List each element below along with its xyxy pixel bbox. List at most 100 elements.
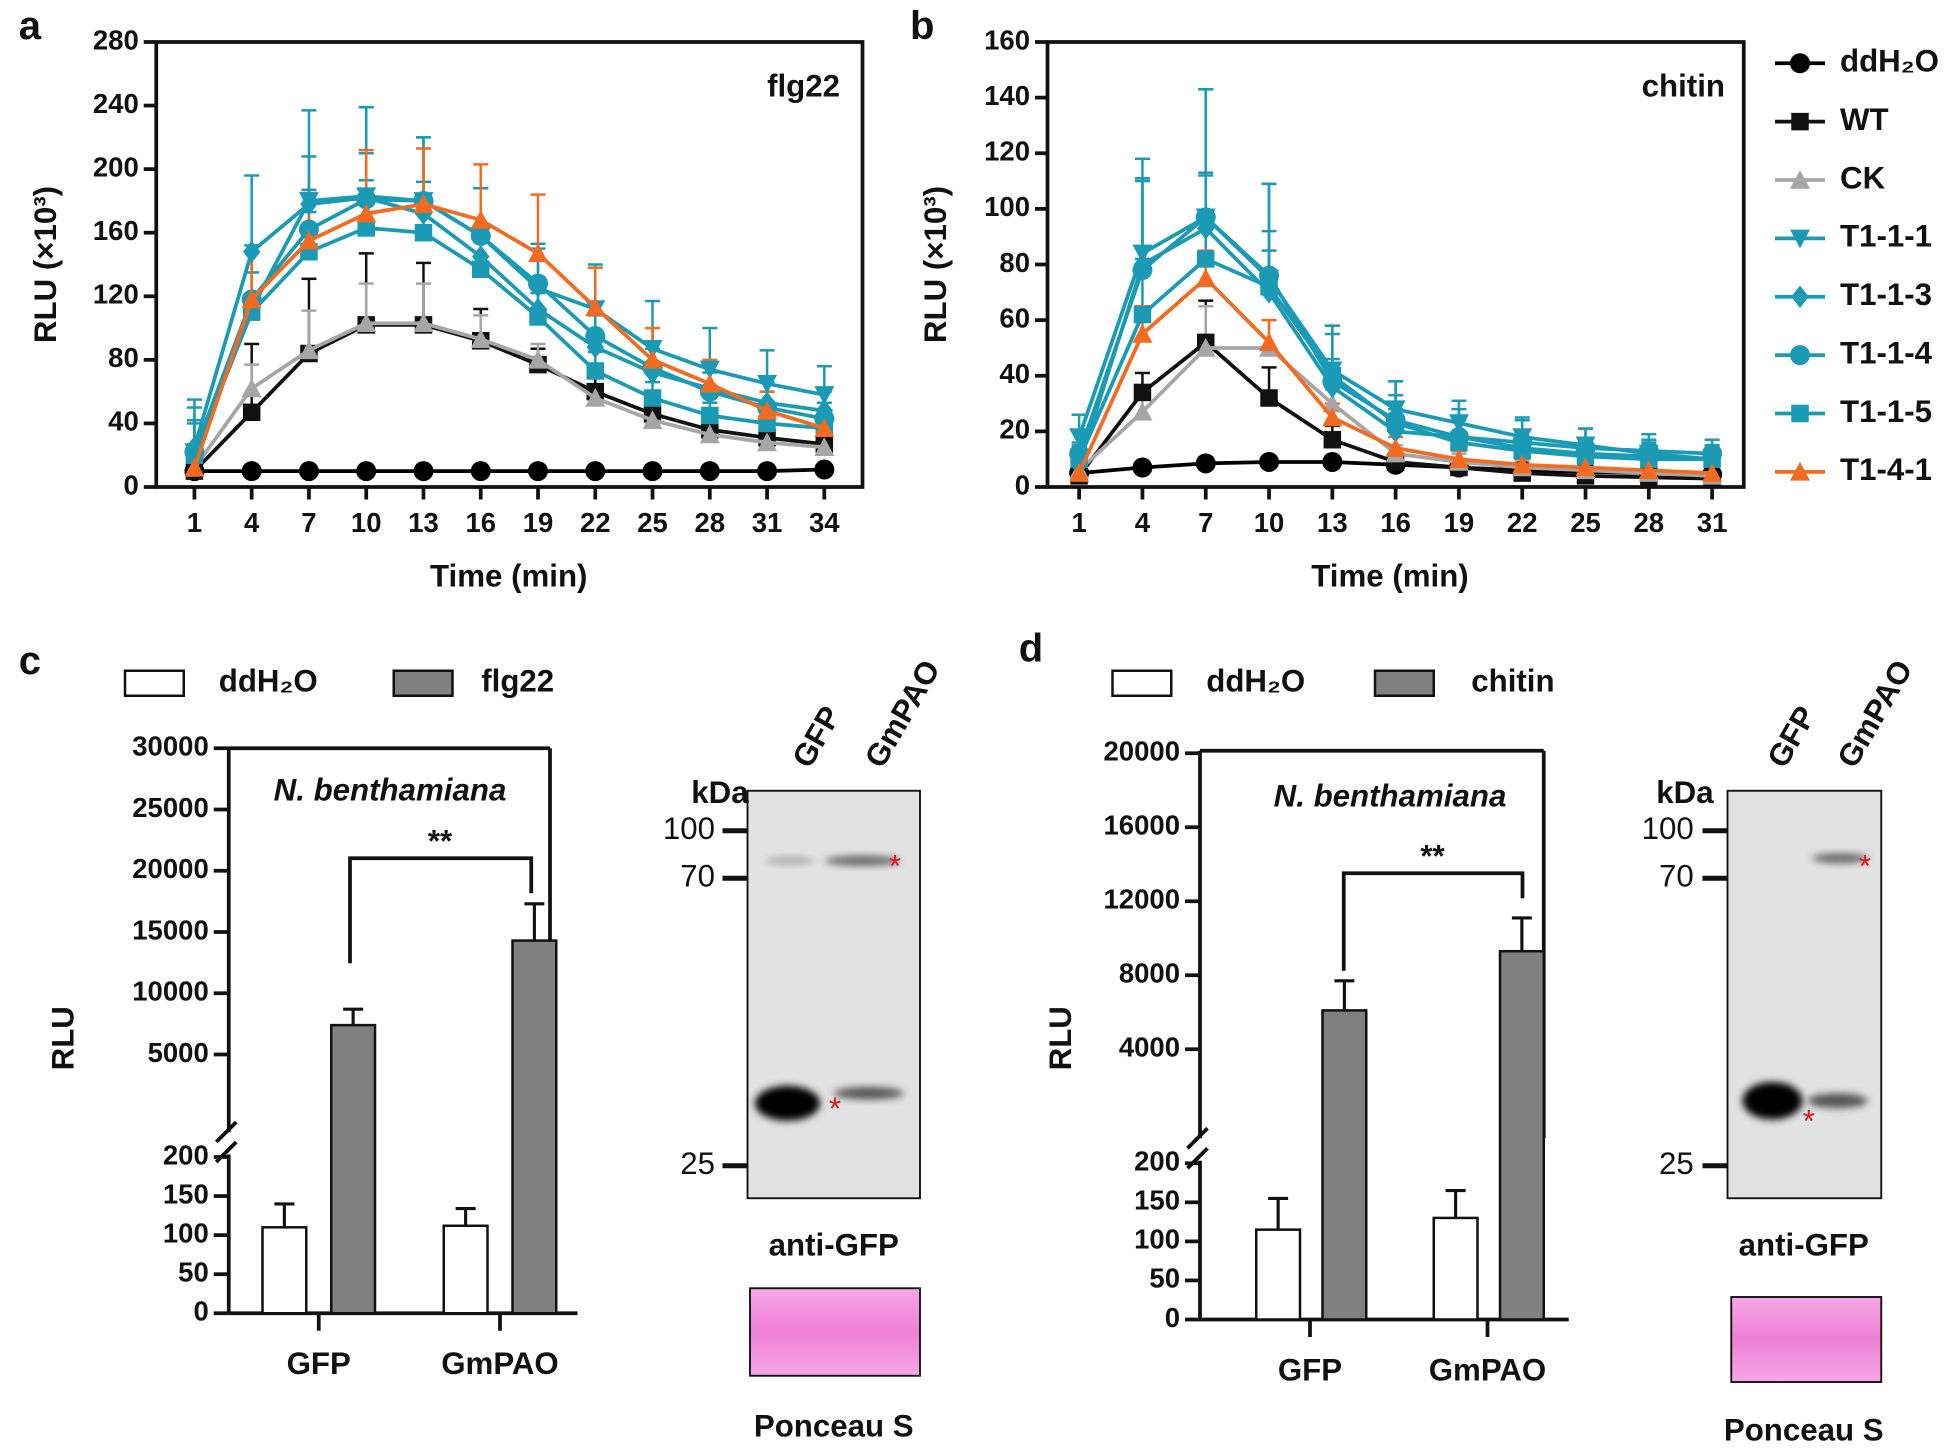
marker <box>184 457 205 477</box>
y-tick-label: 20000 <box>132 853 208 884</box>
marker <box>241 461 262 482</box>
marker <box>1322 451 1343 472</box>
blot-unit: kDa <box>1656 775 1714 810</box>
marker <box>357 219 375 237</box>
marker <box>1259 451 1280 472</box>
blot-unit: kDa <box>691 775 749 810</box>
y-tick-label: 0 <box>1165 1302 1180 1333</box>
band-asterisk: * <box>1859 849 1871 884</box>
marker <box>356 189 377 210</box>
x-axis-label: Time (min) <box>430 559 587 594</box>
panel-label: d <box>1019 626 1043 670</box>
plot-frame <box>154 40 865 489</box>
marker <box>1195 268 1216 288</box>
y-tick-label: 15000 <box>132 914 208 945</box>
legend-marker <box>1791 285 1809 308</box>
y-tick-label: 240 <box>93 88 139 119</box>
y-tick-label: 200 <box>163 1139 209 1170</box>
size-marker-label: 25 <box>680 1146 715 1181</box>
y-tick-label: 0 <box>193 1296 208 1327</box>
marker <box>1132 324 1153 343</box>
legend-marker <box>1790 229 1810 249</box>
y-tick-label: 120 <box>984 136 1030 167</box>
bar <box>1432 1216 1479 1321</box>
x-tick-label: 22 <box>580 507 611 538</box>
legend-label: chitin <box>1471 664 1554 699</box>
x-tick-label: 31 <box>1697 507 1728 538</box>
y-tick-label: 80 <box>108 342 139 373</box>
bar <box>442 1224 489 1315</box>
series-line <box>192 226 825 456</box>
marker <box>528 349 549 369</box>
marker <box>814 386 835 405</box>
marker <box>356 461 377 482</box>
bar <box>1498 949 1545 1321</box>
y-tick-label: 100 <box>984 191 1030 222</box>
marker <box>642 339 663 359</box>
y-tick-label: 60 <box>999 302 1030 333</box>
marker <box>298 461 319 482</box>
marker <box>585 461 606 482</box>
bar <box>1321 1009 1368 1321</box>
y-tick-label: 160 <box>984 24 1030 55</box>
y-tick-label: 20 <box>999 414 1030 445</box>
legend-label: T1-4-1 <box>1840 452 1932 487</box>
y-tick-label: 120 <box>93 279 139 310</box>
bar <box>330 1023 377 1315</box>
x-tick-label: 16 <box>465 507 496 538</box>
legend-label: T1-1-3 <box>1840 277 1932 312</box>
x-tick-label: 4 <box>1135 507 1151 538</box>
legend-label: ddH₂O <box>219 664 318 699</box>
legend-label: WT <box>1840 102 1889 137</box>
marker <box>1703 450 1721 468</box>
legend-swatch <box>1373 669 1435 697</box>
legend-label: T1-1-1 <box>1840 219 1932 254</box>
stain-label: Ponceau S <box>1724 1412 1884 1447</box>
band-asterisk: * <box>829 1091 841 1126</box>
marker <box>1323 430 1342 449</box>
band-asterisk: * <box>889 849 901 884</box>
x-tick-label: 34 <box>809 507 840 538</box>
x-tick-label: 31 <box>752 507 783 538</box>
x-tick-label: 19 <box>1444 507 1475 538</box>
marker <box>757 432 778 452</box>
legend-marker <box>1790 461 1810 481</box>
y-tick-label: 8000 <box>1119 958 1180 989</box>
x-tick-label: 7 <box>301 507 316 538</box>
marker <box>300 192 318 216</box>
y-tick-label: 160 <box>93 215 139 246</box>
y-axis-label: RLU <box>45 1006 80 1070</box>
marker <box>528 243 549 263</box>
bar <box>1255 1228 1302 1321</box>
blot-image-d <box>1726 789 1883 1200</box>
x-tick-label: 28 <box>695 507 726 538</box>
marker <box>1069 428 1090 447</box>
x-tick-label: 19 <box>523 507 554 538</box>
marker <box>528 273 549 294</box>
marker <box>241 289 262 309</box>
x-tick-label: GmPAO <box>441 1346 559 1381</box>
annotation: N. benthamiana <box>274 772 507 807</box>
y-tick-label: 280 <box>93 24 139 55</box>
series-line <box>194 467 825 473</box>
annotation: flg22 <box>767 69 840 104</box>
marker <box>298 219 319 240</box>
stain-label: Ponceau S <box>754 1409 914 1444</box>
legend-marker <box>1791 112 1809 131</box>
panel-label: b <box>910 4 934 48</box>
size-marker-label: 100 <box>663 811 715 846</box>
marker <box>471 260 490 279</box>
panel-label: c <box>19 639 41 683</box>
y-tick-label: 150 <box>1134 1185 1180 1216</box>
marker <box>1259 332 1280 352</box>
marker <box>814 437 835 457</box>
y-tick-label: 80 <box>999 247 1030 278</box>
marker <box>1322 393 1343 413</box>
marker <box>1195 453 1216 474</box>
marker <box>699 424 720 444</box>
series-line <box>193 323 825 473</box>
bar <box>511 939 558 1315</box>
x-tick-label: 13 <box>408 507 439 538</box>
marker <box>470 461 491 482</box>
legend-label: T1-1-5 <box>1840 394 1932 429</box>
